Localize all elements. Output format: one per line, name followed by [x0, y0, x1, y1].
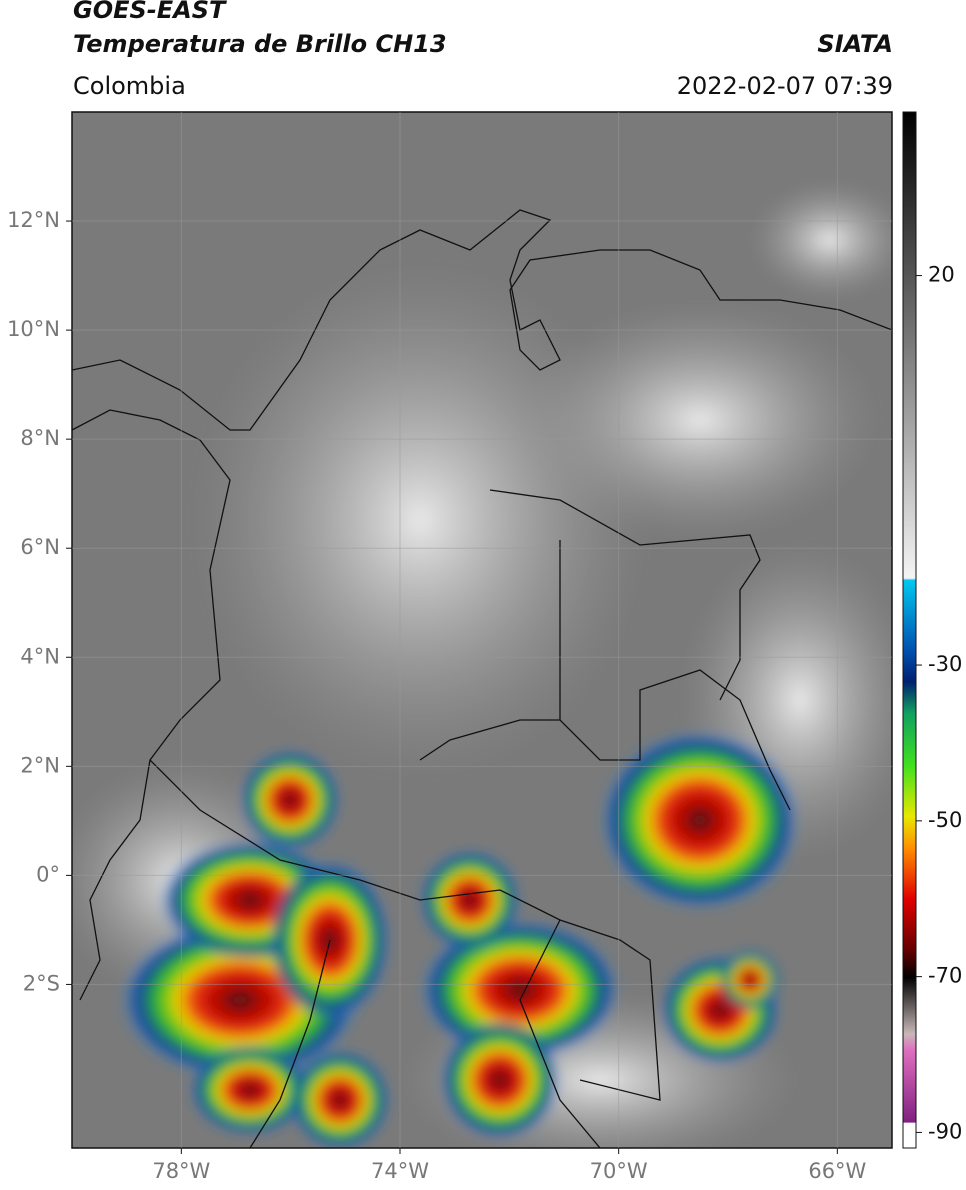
lat-tick-label: 8°N [20, 426, 60, 450]
satellite-title: GOES-EAST [73, 0, 226, 24]
colorbar-tick-label: -90 [928, 1119, 962, 1143]
coastlines [72, 209, 892, 1148]
lat-tick-label: 4°N [20, 644, 60, 668]
datetime: 2022-02-07 07:39 [676, 72, 893, 100]
region: Colombia [73, 72, 186, 100]
satellite-image [72, 112, 892, 1148]
lat-tick-label: 6°N [20, 535, 60, 559]
colorbar-tick-label: -50 [928, 808, 962, 832]
lon-tick-label: 74°W [371, 1159, 429, 1183]
product-title: Temperatura de Brillo CH13 [73, 30, 447, 58]
agency: SIATA [817, 30, 893, 58]
colorbar: 20 -30 -50 -70 -90 [902, 111, 962, 1149]
lat-tick-label: 2°N [20, 753, 60, 777]
lat-tick-label: 10°N [7, 317, 60, 341]
lat-tick-label: 0° [36, 862, 60, 886]
lon-tick-label: 78°W [152, 1159, 210, 1183]
map-frame [71, 111, 893, 1149]
lon-tick-label: 70°W [590, 1159, 648, 1183]
colorbar-tick-label: -70 [928, 964, 962, 988]
lat-tick-label: 2°S [23, 971, 60, 995]
colorbar-scale [902, 111, 917, 1149]
lat-tick-label: 12°N [7, 208, 60, 232]
lon-tick-label: 66°W [808, 1159, 866, 1183]
colorbar-tick-label: -30 [928, 652, 962, 676]
colorbar-tick-label: 20 [928, 263, 955, 287]
